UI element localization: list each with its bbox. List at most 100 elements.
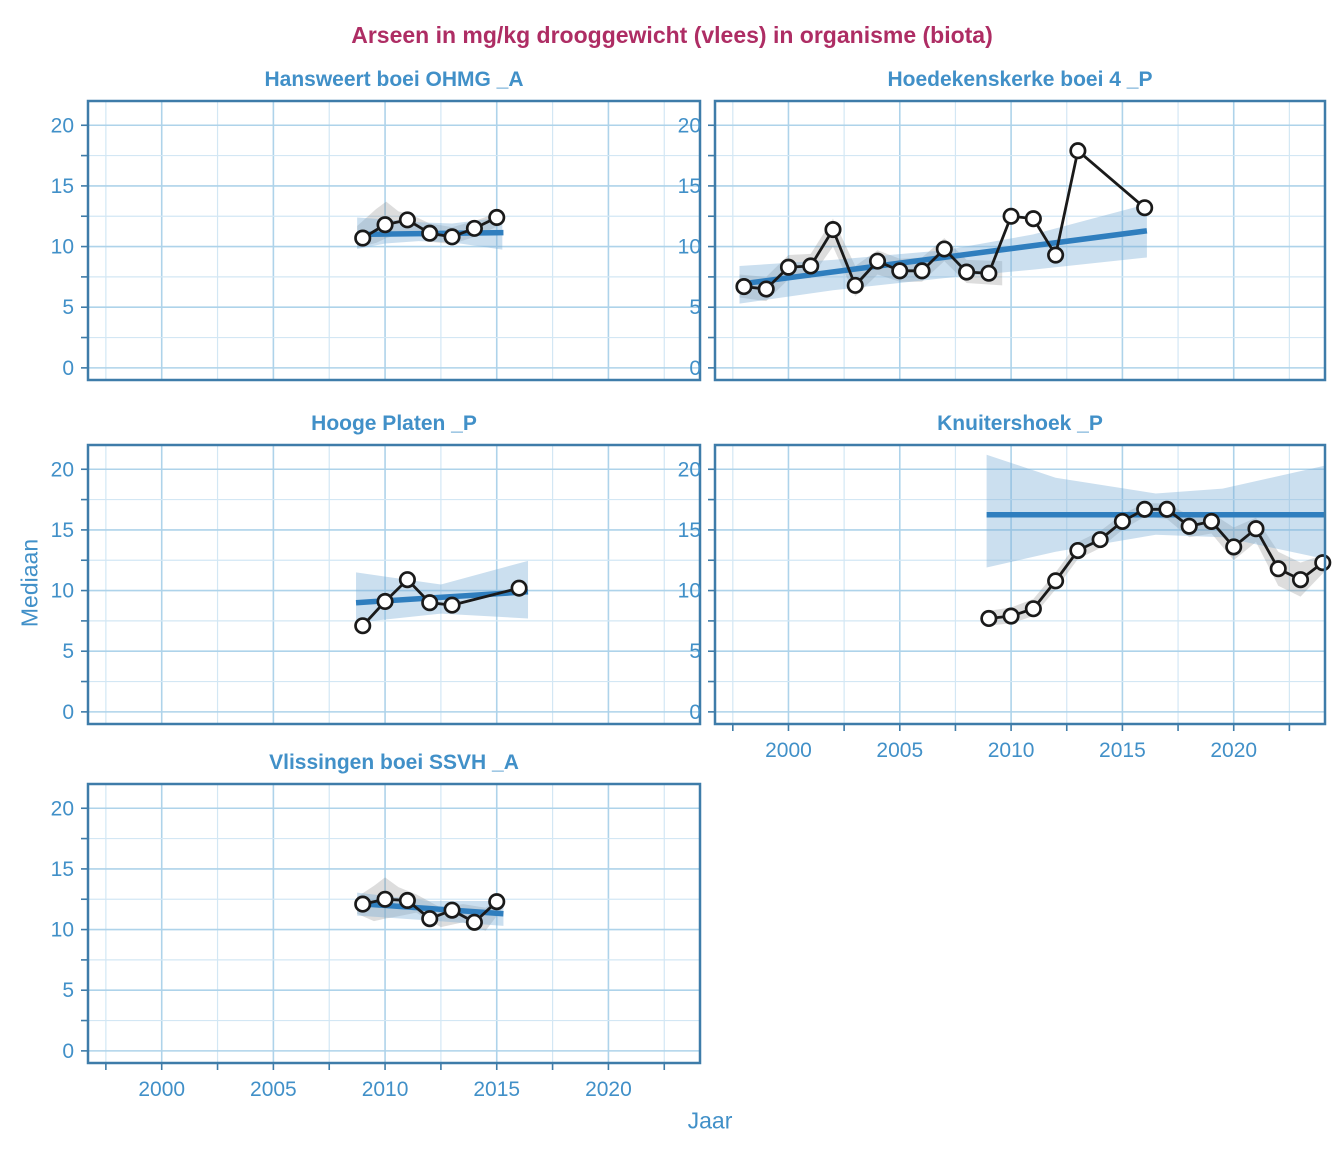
data-point [1314, 554, 1332, 572]
x-tick-label: 2010 [988, 739, 1035, 762]
data-point [443, 901, 461, 919]
y-tick-label: 5 [62, 296, 74, 319]
x-tick-label: 2020 [585, 1078, 632, 1101]
y-tick-label: 5 [62, 640, 74, 663]
data-point [1002, 607, 1020, 625]
data-point [1202, 512, 1221, 530]
data-point [421, 594, 439, 612]
y-tick-label: 10 [51, 236, 74, 259]
panel-border [86, 99, 702, 382]
data-point [510, 579, 528, 597]
y-tick-label: 5 [689, 640, 701, 663]
data-point [1136, 199, 1154, 217]
data-point [1113, 512, 1131, 530]
data-point [398, 211, 416, 229]
y-tick-label: 10 [51, 919, 74, 942]
data-point [1091, 531, 1109, 549]
plot-area: 0 5 10 15 20 [51, 99, 702, 382]
data-point [1269, 560, 1287, 578]
data-point [443, 596, 461, 614]
data-point [913, 262, 931, 280]
data-point [802, 257, 820, 275]
x-tick-label: 2020 [1210, 739, 1257, 762]
data-point [354, 229, 372, 247]
data-point [891, 262, 909, 280]
panel-canvas: 0 5 10 15 20 2000 2005 2010 2015 2020 [678, 443, 1332, 762]
panel-title: Knuitershoek _P [937, 412, 1103, 435]
data-point [1180, 517, 1198, 535]
x-tick-label: 2010 [362, 1078, 409, 1101]
data-point [980, 609, 998, 628]
plot-area: 0 5 10 15 20 2000 2005 2010 2015 2020 [678, 443, 1332, 762]
confidence-band-blue [356, 560, 529, 623]
data-point [1024, 210, 1042, 228]
panel-title: Hoedekenskerke boei 4 _P [887, 68, 1153, 91]
plot-area: 0 5 10 15 20 2000 2005 2010 2015 2020 [51, 782, 702, 1101]
y-tick-label: 20 [51, 114, 74, 137]
data-point [1158, 500, 1176, 518]
y-tick-label: 0 [62, 1040, 74, 1063]
data-point [354, 617, 372, 635]
data-point [1225, 538, 1243, 556]
y-tick-label: 20 [51, 458, 74, 481]
data-point [846, 276, 864, 294]
data-point [824, 221, 842, 239]
panel-border [86, 782, 702, 1065]
data-point [376, 890, 394, 908]
data-point [465, 219, 483, 237]
data-point [1069, 541, 1087, 560]
panel-border [713, 443, 1327, 726]
data-point [1002, 207, 1020, 225]
data-point [1047, 246, 1065, 264]
x-tick-label: 2005 [876, 739, 923, 762]
panel-canvas: 0 5 10 15 20 [51, 99, 702, 382]
x-tick-label: 2015 [1099, 739, 1146, 762]
data-point [868, 252, 887, 270]
x-tick-label: 2015 [473, 1078, 520, 1101]
panel-border [713, 99, 1327, 382]
data-point [488, 893, 506, 911]
data-point [1069, 142, 1087, 160]
y-tick-label: 10 [678, 236, 701, 259]
data-point [958, 263, 976, 281]
data-point [735, 278, 753, 296]
data-point [398, 891, 416, 910]
data-point [935, 240, 953, 258]
data-point [757, 280, 775, 298]
data-point [488, 208, 506, 227]
data-point [376, 216, 394, 234]
x-tick-label: 2000 [765, 739, 812, 762]
panel-canvas: 0 5 10 15 20 [678, 99, 1327, 382]
data-point [1291, 571, 1310, 589]
y-tick-label: 0 [62, 701, 74, 724]
data-point [421, 224, 439, 242]
data-point [354, 895, 372, 913]
data-point [421, 910, 439, 928]
data-line [988, 507, 1324, 620]
data-point [980, 264, 998, 282]
panel-canvas: 0 5 10 15 20 [51, 443, 702, 726]
y-tick-label: 15 [51, 858, 74, 881]
y-tick-label: 0 [689, 357, 701, 380]
data-point [1047, 572, 1065, 590]
y-tick-label: 20 [51, 797, 74, 820]
x-axis-label: Jaar [687, 1107, 733, 1134]
y-tick-label: 5 [62, 979, 74, 1002]
panel-title: Hansweert boei OHMG _A [264, 68, 524, 91]
panel-title: Vlissingen boei SSVH _A [269, 751, 519, 774]
y-tick-label: 15 [51, 519, 74, 542]
y-tick-label: 10 [678, 580, 701, 603]
panel-border [86, 443, 702, 726]
y-tick-label: 20 [678, 114, 701, 137]
y-tick-label: 15 [51, 175, 74, 198]
y-tick-label: 20 [678, 458, 701, 481]
plot-area: 0 5 10 15 20 [51, 443, 702, 726]
y-tick-label: 0 [62, 357, 74, 380]
x-tick-label: 2000 [138, 1078, 185, 1101]
confidence-band-gray [986, 503, 1325, 626]
y-tick-label: 15 [678, 175, 701, 198]
figure-title: Arseen in mg/kg drooggewicht (vlees) in … [351, 22, 993, 48]
data-point [1024, 600, 1042, 618]
x-tick-label: 2005 [250, 1078, 297, 1101]
y-tick-label: 15 [678, 519, 701, 542]
